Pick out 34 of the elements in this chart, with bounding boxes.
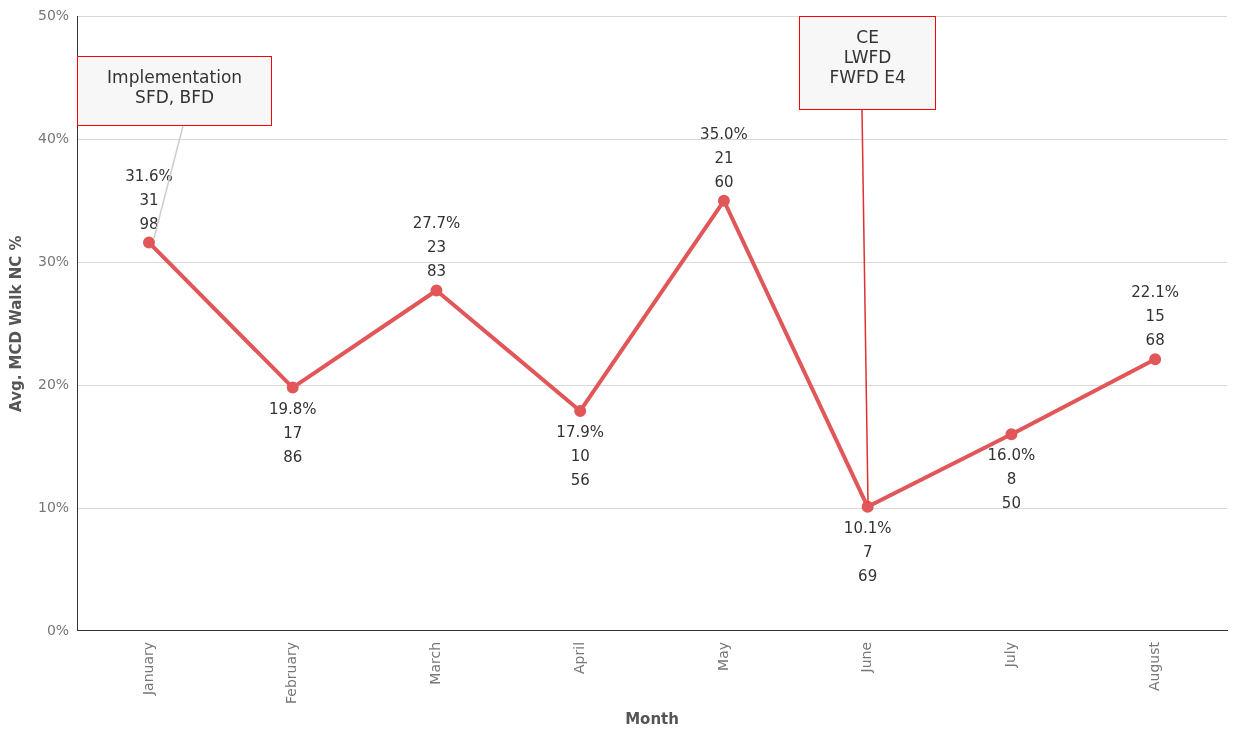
y-tick-label: 40%: [37, 129, 70, 146]
y-tick-label: 50%: [37, 7, 70, 24]
x-tick-label: April: [570, 641, 587, 674]
data-label: 35.0% 21 60: [700, 124, 748, 191]
callout-box: CE LWFD FWFD E4: [799, 16, 936, 111]
point: [430, 284, 443, 297]
point: [1005, 428, 1018, 441]
x-tick-label: February: [283, 641, 300, 705]
point: [717, 194, 730, 207]
data-label: 16.0% 8 50: [987, 446, 1036, 513]
x-tick-label: August: [1145, 641, 1162, 691]
y-tick-label: 10%: [37, 498, 70, 515]
data-label: 10.1% 7 69: [843, 518, 892, 585]
x-tick-label: March: [427, 641, 444, 685]
x-tick-label: May: [714, 641, 731, 671]
x-tick-label: January: [139, 641, 156, 697]
data-label: 27.7% 23 83: [412, 214, 461, 281]
data-label: 17.9% 10 56: [556, 422, 605, 489]
point: [142, 236, 155, 249]
callout-box: Implementation SFD, BFD: [77, 56, 273, 127]
point: [286, 381, 299, 394]
point: [1149, 353, 1162, 366]
point: [861, 500, 874, 513]
x-tick-label: July: [1002, 641, 1019, 669]
data-label: 31.6% 31 98: [125, 166, 173, 233]
y-axis-title: Avg. MCD Walk NC %: [6, 235, 25, 412]
y-tick-label: 30%: [37, 252, 70, 269]
point: [574, 404, 587, 417]
data-label: 22.1% 15 68: [1131, 283, 1179, 350]
data-label: 19.8% 17 86: [268, 399, 317, 466]
y-tick-label: 0%: [46, 621, 70, 638]
x-axis-title: Month: [625, 709, 679, 728]
y-tick-label: 20%: [37, 375, 70, 392]
x-tick-label: June: [858, 641, 875, 674]
